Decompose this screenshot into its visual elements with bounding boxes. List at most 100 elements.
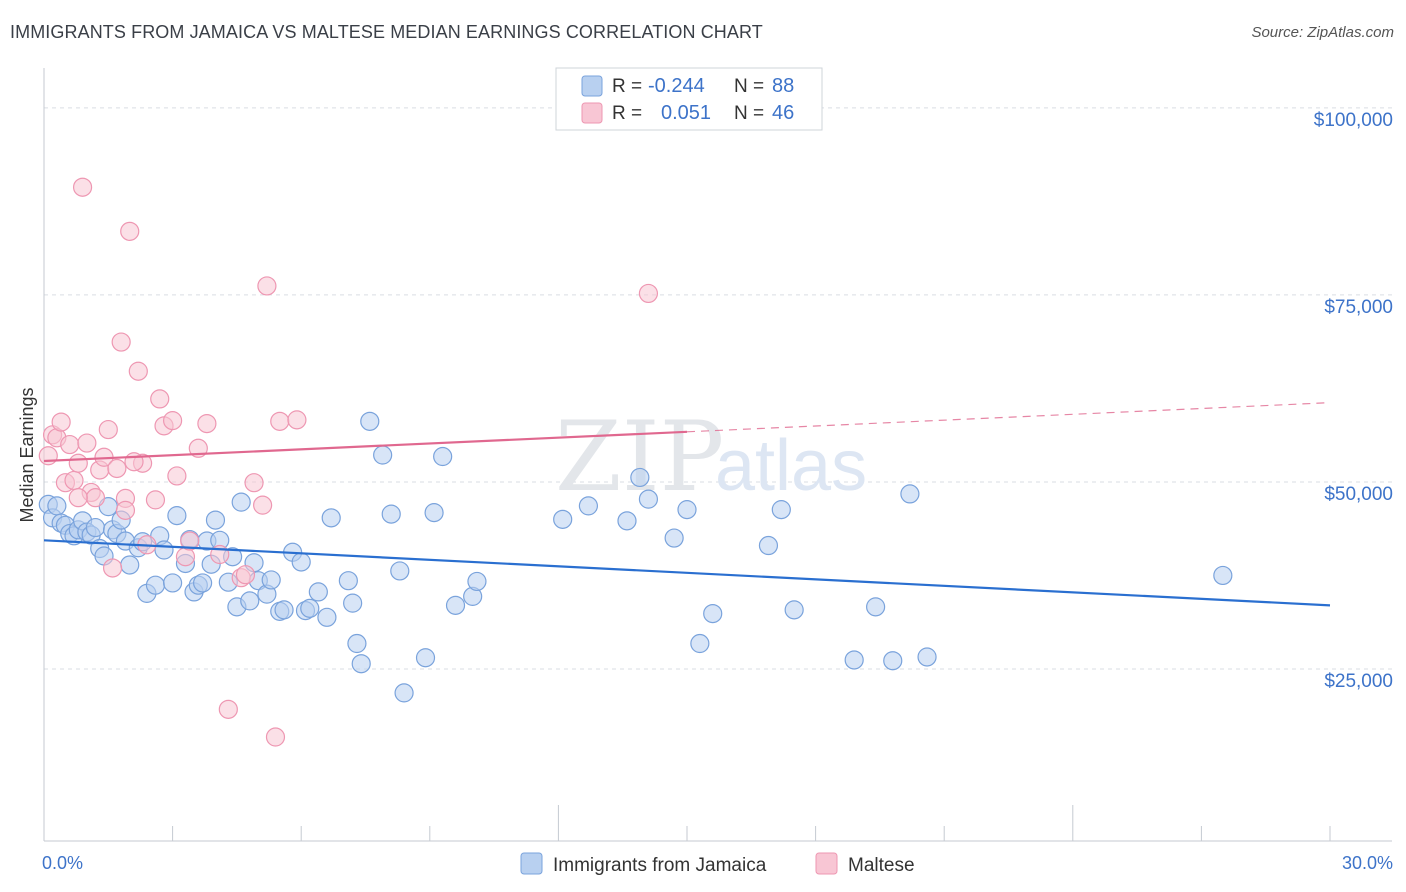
jamaica-point-67	[445, 595, 466, 615]
jamaica-point-25	[154, 540, 174, 560]
maltese-point-6	[64, 470, 84, 491]
jamaica-point-60	[373, 445, 393, 465]
legend-n-label-blue: N =	[734, 76, 764, 97]
jamaica-point-51	[300, 598, 320, 618]
legend-r-value-blue: -0.244	[648, 75, 705, 97]
maltese-point-27	[167, 466, 187, 486]
maltese-point-41	[287, 410, 307, 430]
jamaica-point-76	[677, 500, 697, 520]
maltese-point-42	[68, 488, 88, 508]
jamaica-point-53	[317, 607, 337, 627]
legend-swatch-blue	[581, 75, 603, 97]
maltese-point-16	[107, 458, 127, 479]
jamaica-point-70	[553, 509, 573, 529]
maltese-point-9	[77, 433, 97, 453]
y-tick-label-3: $100,000	[1314, 110, 1393, 131]
legend-r-label-blue: R =	[612, 76, 642, 97]
maltese-point-15	[102, 558, 123, 578]
jamaica-point-65	[424, 503, 444, 523]
maltese-point-26	[163, 411, 183, 431]
jamaica-point-81	[784, 600, 804, 620]
jamaica-point-73	[630, 467, 650, 488]
jamaica-point-66	[433, 446, 453, 467]
jamaica-point-71	[578, 496, 599, 516]
watermark: ZIP atlas	[555, 401, 867, 513]
maltese-point-36	[244, 473, 264, 493]
jamaica-point-82	[844, 650, 864, 670]
watermark-atlas: atlas	[715, 426, 867, 506]
series-legend: Immigrants from Jamaica Maltese	[520, 852, 915, 876]
jamaica-point-58	[351, 654, 371, 674]
jamaica-point-72	[617, 511, 637, 531]
maltese-point-37	[253, 495, 273, 515]
maltese-trend-line	[43, 430, 688, 463]
maltese-point-0	[38, 446, 58, 466]
jamaica-point-85	[900, 484, 920, 504]
jamaica-point-11	[85, 517, 106, 538]
jamaica-point-69	[467, 571, 487, 592]
jamaica-point-27	[167, 506, 187, 526]
legend-n-label-pink: N =	[734, 103, 764, 124]
maltese-point-7	[68, 453, 88, 473]
maltese-point-29	[180, 531, 200, 551]
jamaica-point-80	[771, 500, 791, 520]
jamaica-point-23	[145, 575, 166, 595]
maltese-point-45	[638, 283, 659, 304]
maltese-point-19	[120, 221, 140, 241]
maltese-point-31	[197, 413, 217, 434]
jamaica-point-86	[917, 647, 937, 667]
jamaica-point-26	[163, 573, 183, 593]
legend-n-value-pink: 46	[772, 102, 794, 124]
jamaica-point-64	[415, 648, 436, 668]
bottom-legend-swatch-jamaica	[520, 852, 543, 875]
jamaica-point-52	[308, 582, 328, 602]
jamaica-point-63	[394, 683, 414, 703]
bottom-legend-swatch-maltese	[815, 852, 838, 875]
x-tick-label-0: 0.0%	[42, 853, 83, 873]
maltese-point-23	[145, 490, 166, 510]
jamaica-point-84	[883, 651, 903, 671]
jamaica-point-79	[758, 535, 779, 556]
jamaica-point-77	[690, 633, 710, 654]
jamaica-point-35	[205, 510, 226, 530]
maltese-point-20	[128, 361, 148, 381]
bottom-legend-label-jamaica: Immigrants from Jamaica	[553, 855, 767, 876]
jamaica-point-83	[866, 597, 886, 617]
bottom-legend-label-maltese: Maltese	[848, 855, 915, 876]
maltese-point-38	[257, 276, 277, 296]
maltese-point-14	[98, 419, 118, 440]
jamaica-point-49	[291, 552, 311, 572]
watermark-zip: ZIP	[555, 401, 724, 513]
y-axis-label: Median Earnings	[17, 387, 37, 522]
jamaica-point-78	[703, 603, 723, 624]
maltese-point-39	[265, 727, 286, 747]
jamaica-point-54	[321, 508, 341, 528]
jamaica-point-45	[261, 570, 281, 590]
maltese-point-43	[115, 500, 136, 520]
source-credit: Source: ZipAtlas.com	[1251, 24, 1394, 41]
jamaica-point-59	[360, 411, 380, 431]
jamaica-point-74	[638, 489, 659, 509]
jamaica-point-41	[240, 591, 260, 611]
chart-title: IMMIGRANTS FROM JAMAICA VS MALTESE MEDIA…	[10, 22, 763, 42]
maltese-point-24	[150, 389, 170, 409]
jamaica-point-87	[1213, 565, 1233, 586]
jamaica-point-32	[193, 573, 213, 593]
jamaica-point-55	[338, 571, 358, 591]
jamaica-point-62	[390, 561, 410, 581]
maltese-point-5	[60, 434, 80, 455]
y-tick-labels: $25,000 $50,000 $75,000 $100,000	[1314, 110, 1393, 692]
correlation-legend: R = -0.244 N = 88 R = 0.051 N = 46	[555, 67, 823, 131]
x-tick-label-1: 30.0%	[1342, 853, 1393, 873]
jamaica-point-40	[231, 492, 251, 512]
legend-r-value-pink: 0.051	[661, 102, 711, 124]
maltese-point-8	[72, 177, 93, 197]
maltese-point-40	[270, 411, 290, 431]
legend-r-label-pink: R =	[612, 103, 642, 124]
jamaica-point-56	[343, 593, 363, 613]
jamaica-point-75	[664, 528, 684, 548]
trend-lines	[43, 402, 1331, 607]
maltese-point-17	[111, 332, 131, 352]
legend-n-value-blue: 88	[772, 75, 794, 97]
